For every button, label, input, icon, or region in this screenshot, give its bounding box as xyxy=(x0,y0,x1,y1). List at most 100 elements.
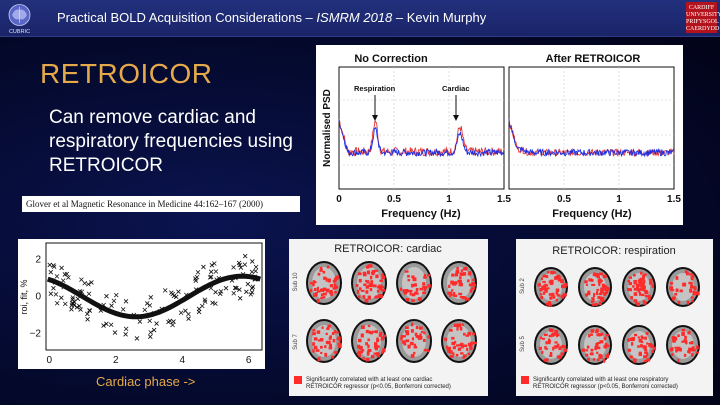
activation-voxel xyxy=(689,273,693,276)
activation-voxel xyxy=(544,290,548,293)
activation-voxel xyxy=(627,348,631,352)
activation-voxel xyxy=(545,284,549,287)
activation-voxel xyxy=(460,344,464,349)
activation-voxel xyxy=(319,338,324,342)
psd-series-line xyxy=(338,119,505,158)
activation-voxel xyxy=(695,291,700,296)
activation-voxel xyxy=(595,330,599,334)
phase-data-point xyxy=(154,321,159,326)
activation-voxel xyxy=(472,332,476,336)
phase-data-point xyxy=(69,306,74,312)
activation-voxel xyxy=(376,285,381,289)
activation-voxel xyxy=(457,347,462,351)
phase-data-point xyxy=(238,265,244,270)
activation-voxel xyxy=(643,273,647,276)
phase-data-point xyxy=(186,316,191,321)
phase-data-point xyxy=(86,291,92,297)
activation-voxel xyxy=(411,299,415,302)
activation-voxel xyxy=(637,336,640,339)
activation-voxel xyxy=(546,358,549,362)
activation-voxel xyxy=(402,335,406,338)
activation-voxel xyxy=(675,276,679,280)
respiration-panel-title: RETROICOR: respiration xyxy=(552,245,675,257)
phase-data-point xyxy=(109,303,114,308)
activation-voxel xyxy=(683,339,687,343)
activation-voxel xyxy=(631,342,634,346)
activation-voxel xyxy=(455,353,459,357)
activation-voxel xyxy=(316,330,321,334)
phase-data-point xyxy=(147,318,152,324)
activation-voxel xyxy=(642,282,645,287)
activation-voxel xyxy=(465,334,469,337)
activation-voxel xyxy=(548,341,551,345)
phase-data-point xyxy=(78,307,83,312)
activation-voxel xyxy=(641,336,644,340)
phase-data-point xyxy=(142,307,148,313)
brain-slice-inner xyxy=(312,325,336,357)
activation-voxel xyxy=(688,347,692,352)
activation-voxel xyxy=(357,272,362,276)
activation-voxel xyxy=(366,265,370,269)
activation-voxel xyxy=(472,278,475,282)
activation-voxel xyxy=(358,278,362,283)
activation-voxel xyxy=(551,292,555,297)
activation-voxel xyxy=(332,338,336,343)
cardiac-brain-maps: RETROICOR: cardiac Sub 10 Sub 7 Signific… xyxy=(293,243,477,390)
psd-x-ticks: 0 0.5 1 1.5 0.5 1 1.5 xyxy=(336,194,681,205)
activation-voxel xyxy=(450,293,454,296)
activation-voxel xyxy=(449,291,453,294)
activation-voxel xyxy=(400,337,403,341)
activation-voxel xyxy=(634,333,638,337)
activation-voxel xyxy=(539,288,543,292)
activation-voxel xyxy=(543,358,548,362)
activation-voxel xyxy=(644,294,648,298)
phase-data-point xyxy=(242,253,248,259)
activation-voxel xyxy=(539,293,543,296)
phase-data-point xyxy=(193,276,198,281)
activation-voxel xyxy=(555,298,558,302)
activation-voxel xyxy=(642,275,645,280)
activation-voxel xyxy=(690,281,693,286)
phase-data-point xyxy=(166,319,171,325)
activation-voxel xyxy=(539,336,543,340)
activation-voxel xyxy=(455,269,460,274)
phase-data-point xyxy=(170,291,176,297)
activation-voxel xyxy=(632,285,635,288)
activation-voxel xyxy=(362,271,367,276)
phase-data-point xyxy=(123,332,128,337)
activation-voxel xyxy=(405,326,409,330)
activation-voxel xyxy=(381,286,385,289)
activation-voxel xyxy=(381,276,386,280)
activation-voxel xyxy=(326,288,330,293)
activation-voxel xyxy=(378,286,383,291)
activation-voxel xyxy=(331,332,335,335)
activation-voxel xyxy=(549,328,554,333)
activation-voxel xyxy=(450,280,454,285)
activation-voxel xyxy=(367,338,370,342)
activation-voxel xyxy=(320,345,323,349)
activation-voxel xyxy=(337,342,342,346)
activation-voxel xyxy=(422,291,427,295)
activation-voxel xyxy=(632,358,637,363)
activation-voxel xyxy=(638,292,641,296)
activation-voxel xyxy=(418,335,423,339)
activation-voxel xyxy=(370,280,374,284)
activation-voxel xyxy=(590,348,594,352)
phase-y-tick-label: 2 xyxy=(35,255,41,266)
activation-voxel xyxy=(629,355,633,359)
activation-voxel xyxy=(467,279,470,283)
activation-voxel xyxy=(633,287,637,291)
activation-voxel xyxy=(560,279,564,284)
phase-data-point xyxy=(71,299,77,304)
phase-x-tick-label: 0 xyxy=(47,355,53,366)
activation-voxel xyxy=(585,353,589,357)
activation-voxel xyxy=(554,345,558,349)
activation-voxel xyxy=(544,346,547,350)
phase-data-point xyxy=(111,298,117,304)
activation-voxel xyxy=(324,352,328,357)
activation-voxel xyxy=(472,341,477,345)
activation-voxel xyxy=(648,297,651,301)
activation-voxel xyxy=(556,355,560,359)
activation-voxel xyxy=(462,356,466,359)
respiration-row-label-2: Sub 5 xyxy=(520,336,526,352)
